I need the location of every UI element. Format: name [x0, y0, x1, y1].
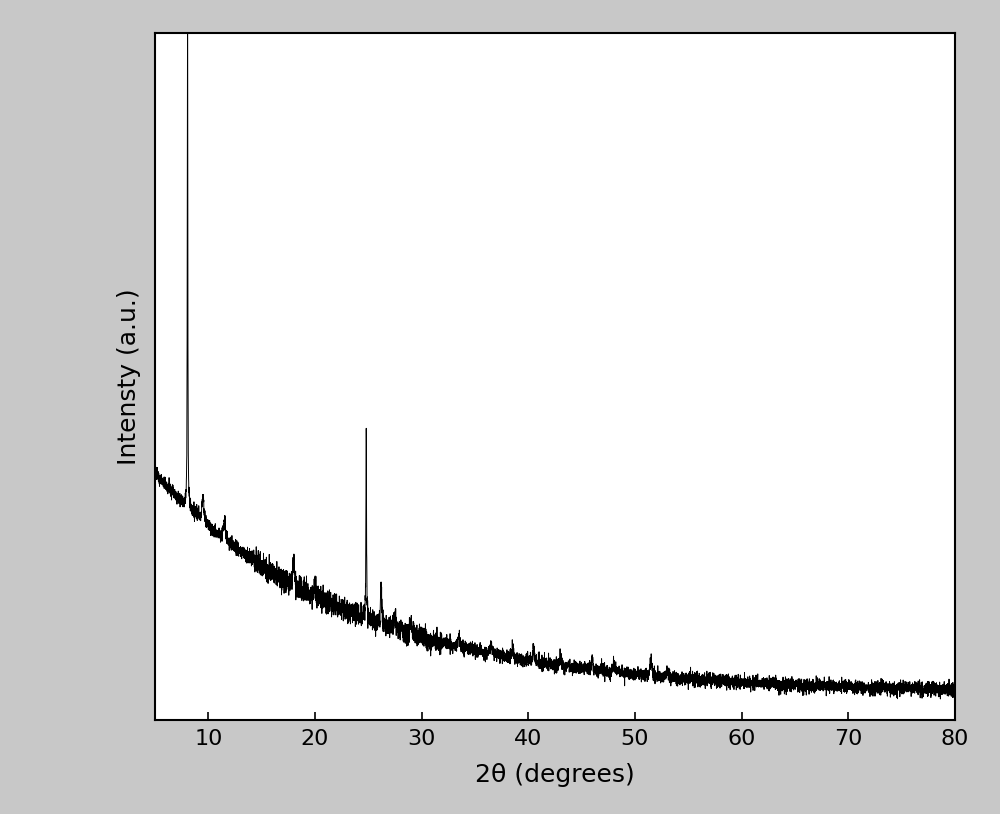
Y-axis label: Intensty (a.u.): Intensty (a.u.): [117, 288, 141, 465]
X-axis label: 2θ (degrees): 2θ (degrees): [475, 763, 635, 786]
